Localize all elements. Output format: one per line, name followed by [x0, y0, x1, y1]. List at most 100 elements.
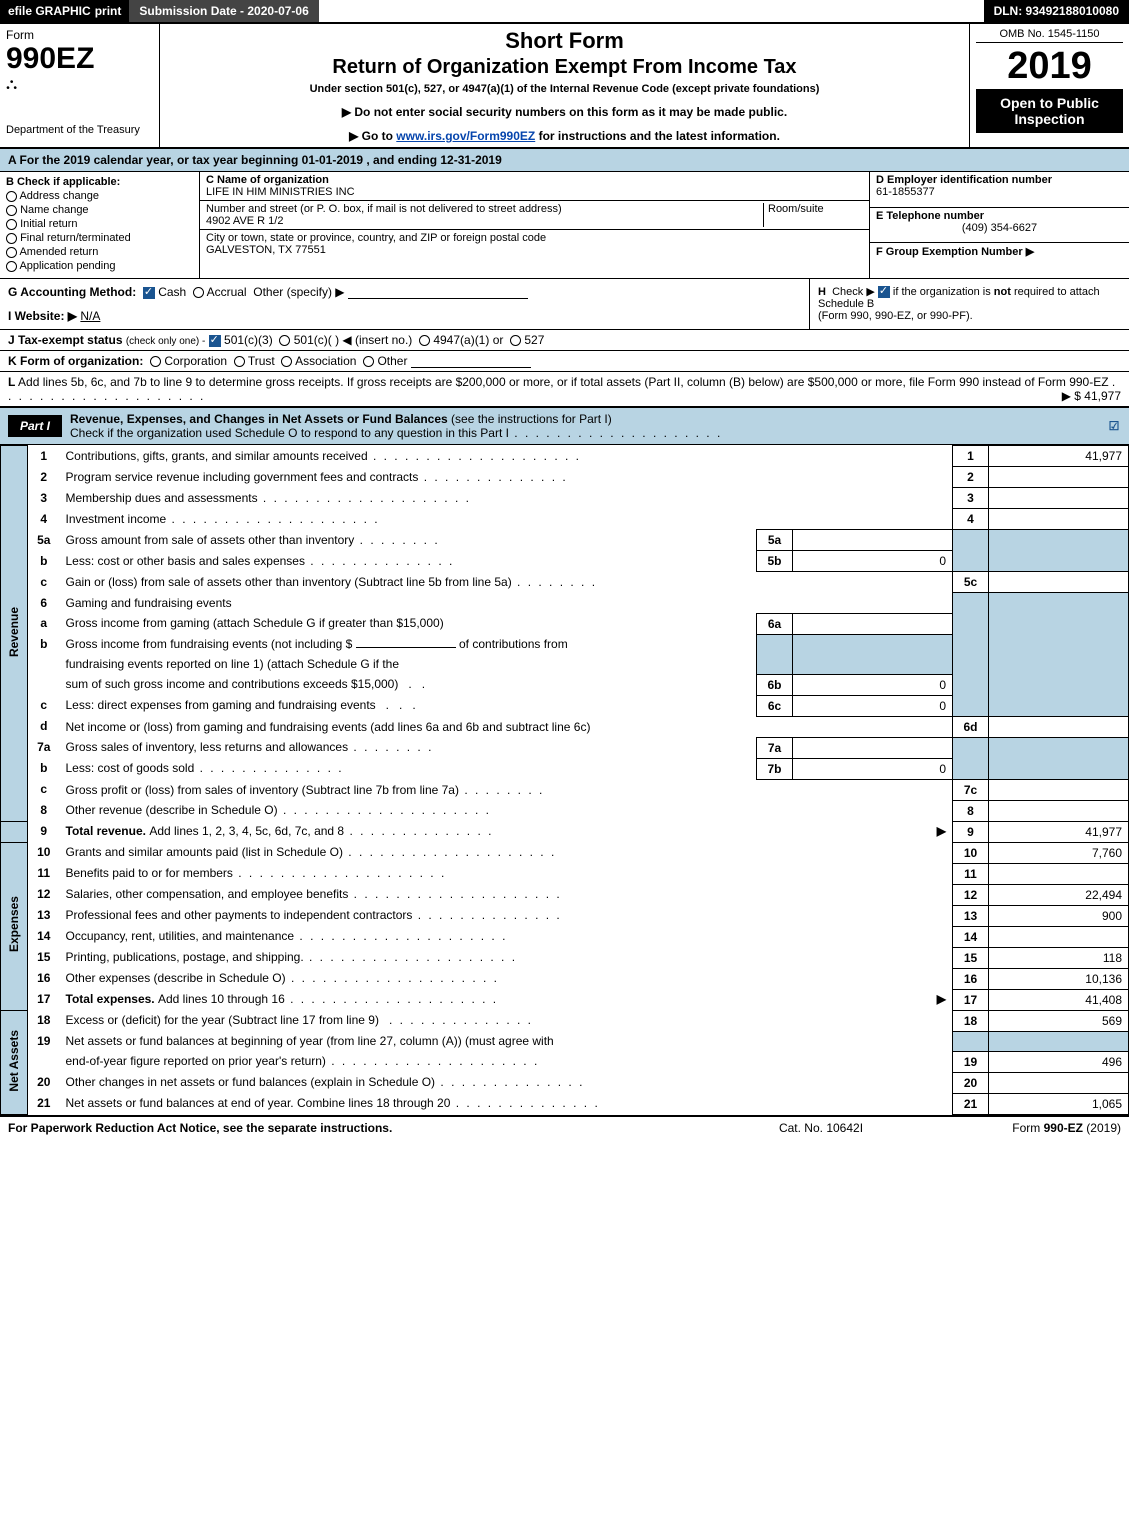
- expenses-side-label: Expenses: [1, 842, 28, 1010]
- city: GALVESTON, TX 77551: [206, 244, 863, 256]
- col-val: [989, 926, 1129, 947]
- k-assoc: Association: [295, 354, 356, 368]
- city-label: City or town, state or province, country…: [206, 232, 863, 244]
- radio-corp-icon[interactable]: [150, 356, 161, 367]
- line-no: 3: [28, 488, 60, 509]
- shade-cell: [953, 1031, 989, 1051]
- sub-no: 6b: [757, 674, 793, 695]
- part1-title-text: Revenue, Expenses, and Changes in Net As…: [70, 412, 448, 426]
- j-opt3: 4947(a)(1) or: [433, 333, 503, 347]
- row-2: 2 Program service revenue including gove…: [1, 467, 1129, 488]
- footer-post: (2019): [1083, 1121, 1121, 1135]
- section-b: B Check if applicable: Address change Na…: [0, 172, 200, 278]
- col-val: 7,760: [989, 842, 1129, 863]
- line-no: b: [28, 551, 60, 572]
- org-name: LIFE IN HIM MINISTRIES INC: [206, 186, 863, 198]
- check-501c3-icon[interactable]: [209, 335, 221, 347]
- col-val: [989, 716, 1129, 737]
- efile-graphic-print[interactable]: efile GRAPHIC print: [0, 0, 129, 22]
- radio-501c-icon[interactable]: [279, 335, 290, 346]
- other-specify-field[interactable]: [348, 285, 528, 299]
- col-no: 3: [953, 488, 989, 509]
- radio-trust-icon[interactable]: [234, 356, 245, 367]
- k-other-field[interactable]: [411, 354, 531, 368]
- row-6d: d Net income or (loss) from gaming and f…: [1, 716, 1129, 737]
- line-no: 16: [28, 968, 60, 989]
- header-right: OMB No. 1545-1150 2019 Open to Public In…: [969, 24, 1129, 147]
- section-g-i: G Accounting Method: Cash Accrual Other …: [0, 279, 809, 329]
- desc-text: Net assets or fund balances at end of ye…: [66, 1096, 600, 1110]
- part1-check-line: Check if the organization used Schedule …: [70, 426, 722, 440]
- check-cash-icon[interactable]: [143, 287, 155, 299]
- section-l: L Add lines 5b, 6c, and 7b to line 9 to …: [0, 372, 1129, 408]
- form-header: Form 990EZ ⛬ Department of the Treasury …: [0, 24, 1129, 149]
- desc: Professional fees and other payments to …: [60, 905, 953, 926]
- radio-icon: [6, 219, 17, 230]
- l-amount: ▶ $ 41,977: [1062, 389, 1121, 403]
- blank-field[interactable]: [356, 647, 456, 648]
- efile-label: efile GRAPHIC: [8, 4, 91, 18]
- opt-label: Application pending: [19, 260, 115, 272]
- check-final-return[interactable]: Final return/terminated: [6, 232, 193, 244]
- radio-other-icon[interactable]: [363, 356, 374, 367]
- check-amended-return[interactable]: Amended return: [6, 246, 193, 258]
- dln: DLN: 93492188010080: [984, 0, 1129, 22]
- radio-assoc-icon[interactable]: [281, 356, 292, 367]
- line-no: 19: [28, 1031, 60, 1072]
- col-no: 2: [953, 467, 989, 488]
- radio-accrual-icon[interactable]: [193, 287, 204, 298]
- desc: Net income or (loss) from gaming and fun…: [60, 716, 953, 737]
- desc: Occupancy, rent, utilities, and maintena…: [60, 926, 953, 947]
- footer-form-ref: Form 990-EZ (2019): [921, 1121, 1121, 1135]
- print-label[interactable]: print: [95, 4, 122, 18]
- row-1: Revenue 1 Contributions, gifts, grants, …: [1, 446, 1129, 467]
- opt-label: Amended return: [19, 246, 98, 258]
- sub-no: 5b: [757, 551, 793, 572]
- desc-text: Less: cost or other basis and sales expe…: [66, 554, 455, 568]
- website-value: N/A: [80, 309, 100, 323]
- desc-bold: Total expenses.: [66, 992, 158, 1006]
- row-10: Expenses 10 Grants and similar amounts p…: [1, 842, 1129, 863]
- col-val: 569: [989, 1010, 1129, 1031]
- col-no: 4: [953, 509, 989, 530]
- shade-cell: [953, 593, 989, 717]
- sub-no: 5a: [757, 530, 793, 551]
- desc-text: Benefits paid to or for members: [66, 866, 447, 880]
- col-val: [989, 863, 1129, 884]
- footer-pre: Form: [1012, 1121, 1043, 1135]
- desc: Gross sales of inventory, less returns a…: [60, 737, 757, 758]
- section-d: D Employer identification number 61-1855…: [870, 172, 1129, 208]
- desc: Less: cost of goods sold: [60, 758, 757, 779]
- col-no: 14: [953, 926, 989, 947]
- radio-4947-icon[interactable]: [419, 335, 430, 346]
- h-text1: Check ▶: [832, 286, 878, 298]
- desc-bold: Total revenue.: [66, 824, 150, 838]
- line-no: 9: [28, 821, 60, 842]
- desc: Gross amount from sale of assets other t…: [60, 530, 757, 551]
- check-name-change[interactable]: Name change: [6, 204, 193, 216]
- desc: Benefits paid to or for members: [60, 863, 953, 884]
- tax-year-period: A For the 2019 calendar year, or tax yea…: [0, 149, 1129, 172]
- row-5a: 5a Gross amount from sale of assets othe…: [1, 530, 1129, 551]
- instruction-2: ▶ Go to www.irs.gov/Form990EZ for instru…: [166, 129, 963, 143]
- org-name-row: C Name of organization LIFE IN HIM MINIS…: [200, 172, 869, 201]
- check-application-pending[interactable]: Application pending: [6, 260, 193, 272]
- check-h-icon[interactable]: [878, 286, 890, 298]
- form-number: 990EZ: [6, 44, 153, 74]
- phone-label: E Telephone number: [876, 210, 1123, 222]
- desc: Net assets or fund balances at beginning…: [60, 1031, 953, 1051]
- check-address-change[interactable]: Address change: [6, 190, 193, 202]
- desc-text: Membership dues and assessments: [66, 491, 471, 505]
- radio-527-icon[interactable]: [510, 335, 521, 346]
- col-no: 13: [953, 905, 989, 926]
- line-no: 12: [28, 884, 60, 905]
- irs-link[interactable]: www.irs.gov/Form990EZ: [396, 129, 535, 143]
- netassets-label: Net Assets: [7, 1030, 21, 1092]
- sub-no: 7b: [757, 758, 793, 779]
- desc: sum of such gross income and contributio…: [60, 674, 757, 695]
- org-name-label: C Name of organization: [206, 174, 863, 186]
- footer-bold: 990-EZ: [1044, 1121, 1083, 1135]
- form-label: Form: [6, 28, 153, 42]
- check-initial-return[interactable]: Initial return: [6, 218, 193, 230]
- header-left: Form 990EZ ⛬ Department of the Treasury: [0, 24, 160, 147]
